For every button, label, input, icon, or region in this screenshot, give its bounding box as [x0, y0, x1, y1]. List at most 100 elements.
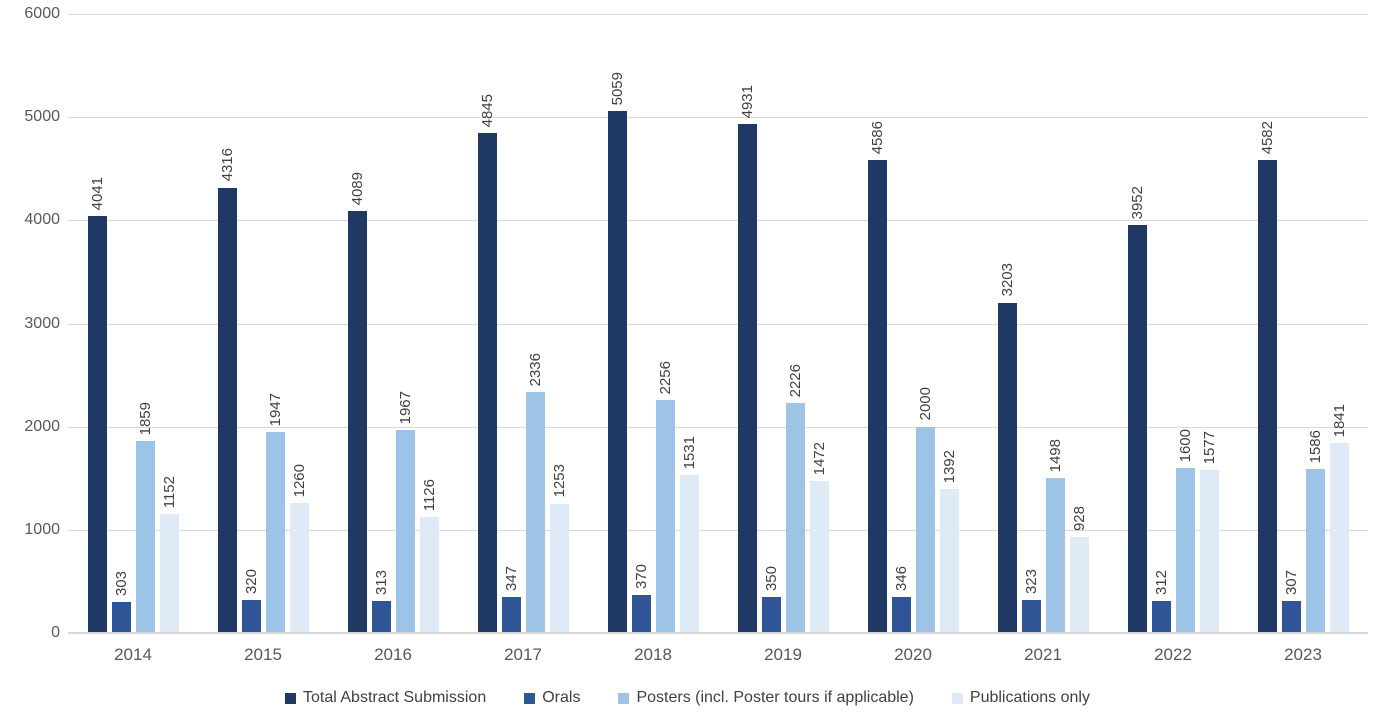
- bar-slot: 1531: [679, 14, 699, 633]
- gridline-2000: [68, 426, 1368, 428]
- x-axis: 2014 2015 2016 2017 2018 2019 2020 2021 2022 2023: [68, 645, 1368, 665]
- y-tick-label-6000: 6000: [24, 5, 60, 22]
- bar-value-label: 2336: [526, 352, 544, 387]
- bar-value-label: 4041: [88, 176, 106, 211]
- legend-label: Total Abstract Submission: [303, 689, 487, 706]
- bar-value-label-wrap: 1260: [272, 464, 327, 497]
- bar-2015: [241, 600, 261, 633]
- bar-slot: 4582: [1257, 14, 1277, 633]
- bar-value-label: 347: [502, 566, 520, 592]
- bar-slot: 1472: [809, 14, 829, 633]
- x-axis-label-2014: 2014: [114, 645, 152, 664]
- gridline-3000: [68, 323, 1368, 325]
- bar-2018: [607, 111, 627, 633]
- bar-value-label: 350: [762, 565, 780, 591]
- bar-value-label-wrap: 1841: [1312, 404, 1367, 437]
- bar-2020: [867, 159, 887, 633]
- bar-value-label-wrap: 1531: [662, 436, 717, 469]
- bar-2017: [501, 597, 521, 633]
- bar-2023: [1329, 443, 1349, 633]
- bar-value-label: 320: [242, 568, 260, 594]
- x-axis-label-2016: 2016: [374, 645, 412, 664]
- bar-2019: [737, 124, 757, 633]
- x-axis-label-2021: 2021: [1024, 645, 1062, 664]
- bar-slot: 1600: [1175, 14, 1195, 633]
- bar-2017: [549, 503, 569, 633]
- legend-item: Total Abstract Submission: [285, 689, 486, 707]
- bar-2018: [631, 594, 651, 633]
- bar-2021: [1021, 599, 1041, 633]
- bar-slot: 5059: [607, 14, 627, 633]
- bar-value-label: 346: [892, 566, 910, 592]
- bar-value-label: 313: [372, 569, 390, 595]
- bar-slot: 3203: [997, 14, 1017, 633]
- bar-2018: [655, 400, 675, 633]
- y-tick-label-1000: 1000: [24, 520, 60, 538]
- bar-slot: 1392: [939, 14, 959, 633]
- y-tick-label-2000: 2000: [24, 417, 60, 435]
- bar-slot: 2000: [915, 14, 935, 633]
- bar-value-label: 2000: [916, 387, 934, 421]
- bar-value-label: 323: [1022, 568, 1040, 594]
- bar-slot: 1586: [1305, 14, 1325, 633]
- bar-slot: 350: [761, 14, 781, 633]
- bar-value-label: 1253: [550, 464, 568, 498]
- bar-2015: [289, 503, 309, 633]
- bar-value-label: 4316: [218, 148, 236, 182]
- bar-2022: [1199, 470, 1219, 633]
- legend-item: Orals: [524, 689, 580, 707]
- bar-slot: 1260: [289, 14, 309, 633]
- bar-2020: [939, 489, 959, 633]
- bar-value-label: 1472: [810, 441, 828, 476]
- bar-slot: 1577: [1199, 14, 1219, 633]
- y-tick-label-4000: 4000: [24, 211, 60, 229]
- bar-slot: 312: [1151, 14, 1171, 633]
- x-axis-label-2022: 2022: [1154, 645, 1192, 664]
- bar-2014: [135, 441, 155, 633]
- bar-group-2016: 4089 313 1967 1126: [328, 14, 458, 633]
- bar-slot: 2226: [785, 14, 805, 633]
- gridline-6000: [68, 14, 1368, 15]
- bar-slot: 1498: [1045, 14, 1065, 633]
- bar-value-label-wrap: 1126: [402, 479, 457, 511]
- bar-slot: 4089: [347, 14, 367, 633]
- bar-slot: 4316: [217, 14, 237, 633]
- bar-group-2018: 5059 370 2256 1531: [588, 14, 718, 633]
- bar-2020: [915, 426, 935, 633]
- bar-value-label-wrap: 928: [1052, 506, 1107, 531]
- bar-value-label: 1947: [266, 392, 284, 427]
- bar-slot: 347: [501, 14, 521, 633]
- gridline-4000: [68, 220, 1368, 222]
- bar-slot: 4845: [477, 14, 497, 633]
- bar-value-label: 4586: [868, 120, 886, 154]
- bar-value-label: 3952: [1128, 185, 1146, 220]
- gridline-5000: [68, 117, 1368, 119]
- bar-slot: 4586: [867, 14, 887, 633]
- bar-slot: 3952: [1127, 14, 1147, 633]
- bar-slot: 307: [1281, 14, 1301, 633]
- bar-value-label: 4582: [1258, 120, 1276, 155]
- bar-group-2023: 4582 307 1586 1841: [1238, 14, 1368, 633]
- bar-slot: 2336: [525, 14, 545, 633]
- y-tick-label-5000: 5000: [24, 108, 60, 126]
- bar-2014: [111, 601, 131, 633]
- bar-value-label: 303: [112, 570, 130, 596]
- bar-value-label: 1260: [290, 463, 308, 498]
- bar-value-label: 5059: [608, 71, 626, 106]
- bar-value-label: 2226: [786, 363, 804, 398]
- bar-groups: 4041 303 1859 1152 4316 320 1947 1260 4089 313 196…: [68, 14, 1368, 633]
- bar-2019: [809, 481, 829, 633]
- bar-value-label-wrap: 1392: [922, 450, 977, 483]
- bar-2017: [477, 133, 497, 633]
- bar-value-label: 928: [1070, 506, 1088, 532]
- gridline-1000: [68, 529, 1368, 531]
- bar-2022: [1175, 467, 1195, 633]
- legend-item: Publications only: [951, 689, 1090, 707]
- bar-slot: 1152: [159, 14, 179, 633]
- bar-value-label-wrap: 1577: [1182, 431, 1237, 464]
- bar-2016: [371, 600, 391, 633]
- bar-value-label: 4931: [738, 84, 756, 119]
- legend-swatch-icon: [285, 692, 297, 704]
- bar-2021: [1069, 537, 1089, 633]
